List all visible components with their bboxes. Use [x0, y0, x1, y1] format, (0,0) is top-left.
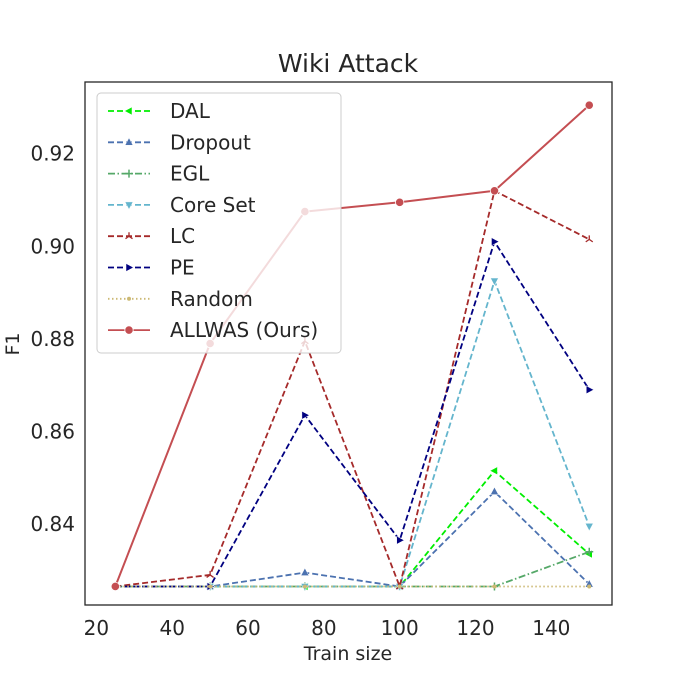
legend-label: ALLWAS (Ours): [170, 318, 318, 342]
data-point: [584, 523, 594, 532]
y-tick-label: 0.90: [30, 234, 75, 258]
legend-item: LC: [108, 224, 195, 248]
x-tick-label: 100: [381, 616, 419, 640]
legend-label: EGL: [170, 162, 210, 186]
y-tick-label: 0.92: [30, 142, 75, 166]
data-point: [587, 584, 592, 589]
legend-marker: [123, 106, 133, 116]
legend-item: EGL: [108, 162, 210, 186]
legend-marker: [124, 201, 134, 210]
plot-frame: [84, 81, 613, 606]
data-point: [489, 466, 498, 476]
series-line: [115, 240, 591, 588]
data-point: [110, 581, 120, 592]
legend-item: DAL: [108, 99, 211, 123]
legend-label: DAL: [170, 99, 211, 123]
legend-marker: [125, 263, 135, 272]
legend-item: Dropout: [108, 130, 251, 154]
legend-item: Random: [108, 287, 253, 311]
legend-marker: [127, 296, 131, 301]
legend-label: PE: [170, 256, 195, 280]
chart-title: Wiki Attack: [278, 49, 419, 78]
data-point: [490, 486, 499, 495]
x-tick-label: 20: [84, 616, 109, 640]
x-tick-label: 60: [235, 616, 260, 640]
data-point: [491, 237, 500, 247]
data-point: [586, 385, 595, 395]
data-point: [208, 584, 213, 589]
legend-label: Dropout: [170, 130, 251, 154]
data-point: [396, 535, 405, 545]
y-tick-label: 0.84: [30, 512, 75, 536]
data-point: [395, 197, 405, 207]
data-point: [300, 567, 310, 576]
data-point: [397, 584, 402, 589]
legend-label: Core Set: [170, 193, 256, 217]
data-point: [302, 584, 307, 589]
series-line: [115, 550, 590, 588]
y-axis-label: F1: [2, 332, 24, 355]
data-point: [206, 570, 214, 578]
legend-marker: [125, 169, 133, 178]
y-tick-label: 0.88: [30, 327, 75, 351]
data-point: [585, 547, 594, 556]
data-point: [489, 186, 500, 196]
y-tick-label: 0.86: [30, 419, 75, 443]
series-line: [114, 104, 590, 587]
x-tick-label: 80: [311, 616, 336, 640]
legend-label: Random: [170, 287, 253, 311]
legend-item: Core Set: [108, 193, 256, 217]
x-axis-label: Train size: [303, 643, 392, 665]
legend-item: ALLWAS (Ours): [108, 318, 318, 342]
legend-marker: [124, 137, 134, 146]
x-tick-label: 40: [159, 616, 184, 640]
data-point: [490, 277, 499, 287]
x-tick-label: 140: [532, 616, 570, 640]
legend: DAL Dropout EGL Core Set LC PE Random ALLWAS (O…: [96, 92, 342, 354]
series-line: [115, 490, 590, 588]
data-point: [584, 100, 594, 110]
legend-item: PE: [108, 256, 195, 280]
legend-box: [96, 92, 342, 354]
data-point: [301, 410, 310, 420]
x-tick-label: 120: [456, 616, 494, 640]
legend-marker: [124, 325, 134, 335]
data-point: [585, 235, 594, 243]
series-line: [115, 189, 590, 588]
data-point: [492, 584, 497, 589]
plot-area: 20 40 60 80 100 120 140 0.84 0.86 0.88 0.90 0.92 DAL…: [30, 81, 613, 640]
legend-label: LC: [170, 224, 195, 248]
legend-marker: [125, 232, 133, 240]
